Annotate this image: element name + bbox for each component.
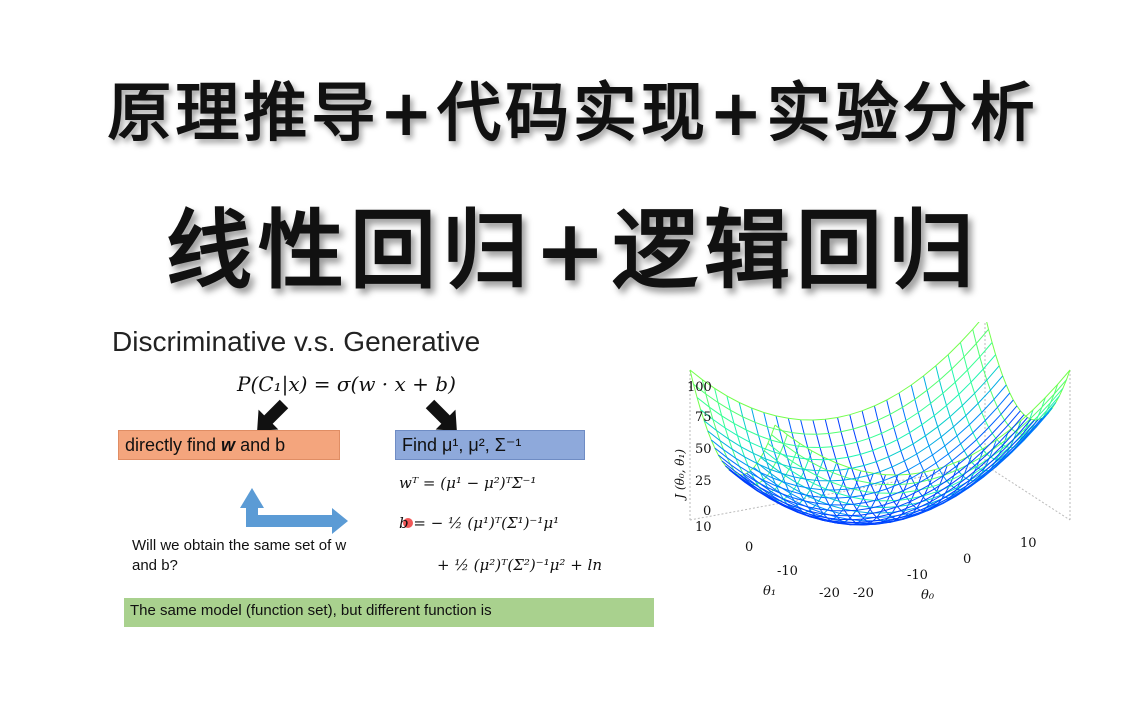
- theta0-tick-m10: -10: [907, 568, 928, 583]
- surface-mesh-line: [721, 405, 1018, 512]
- surface-mesh-line: [728, 414, 1025, 521]
- question-text: Will we obtain the same set of w and b?: [132, 537, 347, 574]
- theta0-label: θ₀: [921, 588, 935, 603]
- title-line-1: 原理推导+代码实现+实验分析: [107, 77, 1039, 151]
- surface-plot: J (θ₀, θ₁) 100 75 50 25 0 10 0 -10 -20 θ…: [665, 314, 1075, 617]
- theta1-tick-0: 0: [745, 540, 754, 555]
- theta0-tick-0: 0: [963, 552, 972, 567]
- surface-mesh-line: [717, 399, 1014, 506]
- surface-mesh-line: [696, 342, 993, 449]
- surface-mesh-line: [689, 314, 986, 421]
- surface-mesh-line: [700, 354, 996, 461]
- eq-w-transpose: wᵀ = (μ¹ − μ²)ᵀΣ⁻¹: [399, 474, 537, 492]
- left-box-bold: w: [221, 435, 236, 455]
- plot-box-line: [984, 464, 1071, 521]
- surface-mesh-line: [701, 379, 788, 486]
- surface-mesh-line: [725, 410, 1021, 517]
- arrow-down-right-icon: [425, 399, 457, 431]
- slide-heading: Discriminative v.s. Generative: [112, 326, 481, 357]
- z-tick-100: 100: [687, 380, 712, 395]
- surface-mesh-line: [984, 314, 1071, 421]
- arrow-down-left-icon: [257, 399, 289, 431]
- surface-mesh-line: [693, 328, 989, 435]
- conclusion-box: The same model (function set), but diffe…: [124, 598, 654, 627]
- directly-find-box: directly find w and b: [118, 430, 340, 460]
- z-tick-75: 75: [695, 410, 712, 425]
- theta1-tick-m20: -20: [819, 586, 840, 601]
- slide-panel: Discriminative v.s. Generative P(C₁|x) =…: [112, 322, 672, 627]
- theta1-label: θ₁: [763, 584, 777, 599]
- theta0-tick-m20: -20: [853, 586, 874, 601]
- surface-mesh-line: [710, 384, 1007, 491]
- z-tick-0: 0: [703, 504, 712, 519]
- left-box-post: and b: [235, 435, 286, 455]
- surface-mesh-line: [714, 388, 801, 494]
- posterior-formula: P(C₁|x) = σ(w · x + b): [237, 372, 456, 396]
- elbow-arrow-icon: [240, 488, 348, 534]
- title-line-2: 线性回归+逻辑回归: [165, 200, 981, 301]
- surface-mesh-line: [707, 375, 1004, 482]
- theta0-tick-10: 10: [1020, 536, 1037, 551]
- surface-mesh-line: [703, 365, 1000, 472]
- surface-mesh-line: [873, 405, 960, 512]
- eq-b-line2: + ½ (μ²)ᵀ(Σ²)⁻¹μ² + ln: [437, 556, 602, 574]
- surface-mesh-line: [774, 369, 1071, 476]
- z-tick-25: 25: [695, 474, 712, 489]
- z-axis-label: J (θ₀, θ₁): [673, 449, 687, 499]
- theta1-tick-10: 10: [695, 520, 712, 535]
- pointer-dot: [403, 518, 413, 528]
- eq-b-line1: b = − ½ (μ¹)ᵀ(Σ¹)⁻¹μ¹: [399, 514, 560, 532]
- surface-mesh-line: [732, 417, 1028, 524]
- surface-mesh-line: [714, 392, 1011, 499]
- z-tick-50: 50: [695, 442, 712, 457]
- left-box-pre: directly find: [125, 435, 222, 455]
- slide-arrows: [240, 399, 457, 534]
- surface-plot-canvas: [689, 314, 1071, 526]
- find-params-box: Find μ¹, μ², Σ⁻¹: [395, 430, 585, 460]
- theta1-tick-m10: -10: [777, 564, 798, 579]
